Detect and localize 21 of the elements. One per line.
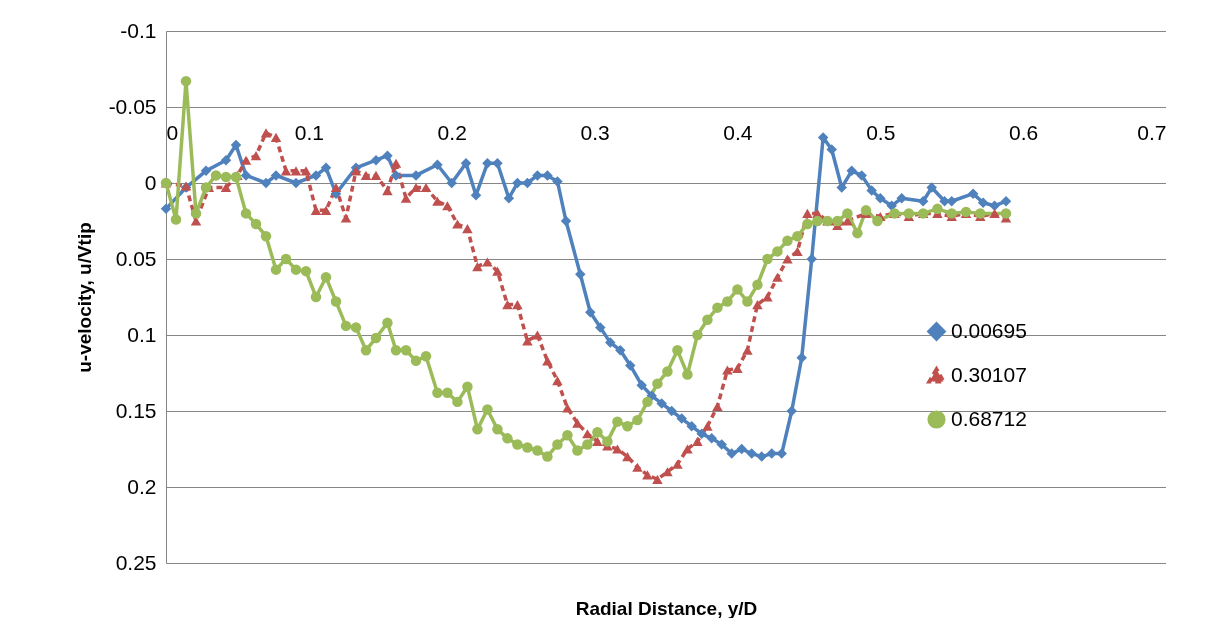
x-tick-label: 0 (166, 120, 179, 144)
x-tick-label: 0.1 (294, 120, 324, 144)
y-tick-label: -0.05 (108, 94, 157, 118)
x-axis-title: Radial Distance, y/D (575, 597, 758, 619)
legend-label: 0.30107 (951, 362, 1027, 386)
y-tick-label: 0 (144, 170, 157, 194)
y-tick-label: -0.1 (120, 18, 157, 42)
x-tick-label: 0.3 (580, 120, 610, 144)
y-tick-label: 0.05 (115, 246, 157, 270)
legend-label: 0.68712 (951, 406, 1027, 430)
x-tick-label: 0.6 (1009, 120, 1039, 144)
x-tick-label: 0.4 (723, 120, 753, 144)
x-tick-label: 0.5 (866, 120, 896, 144)
y-axis-title: u-velocity, u/Vtip (73, 222, 95, 373)
y-tick-label: 0.25 (115, 550, 157, 574)
x-tick-label: 0.7 (1137, 120, 1167, 144)
y-tick-label: 0.15 (115, 398, 157, 422)
legend-label: 0.00695 (951, 318, 1027, 342)
y-tick-label: 0.2 (127, 474, 157, 498)
x-tick-label: 0.2 (437, 120, 467, 144)
y-tick-label: 0.1 (127, 322, 157, 346)
